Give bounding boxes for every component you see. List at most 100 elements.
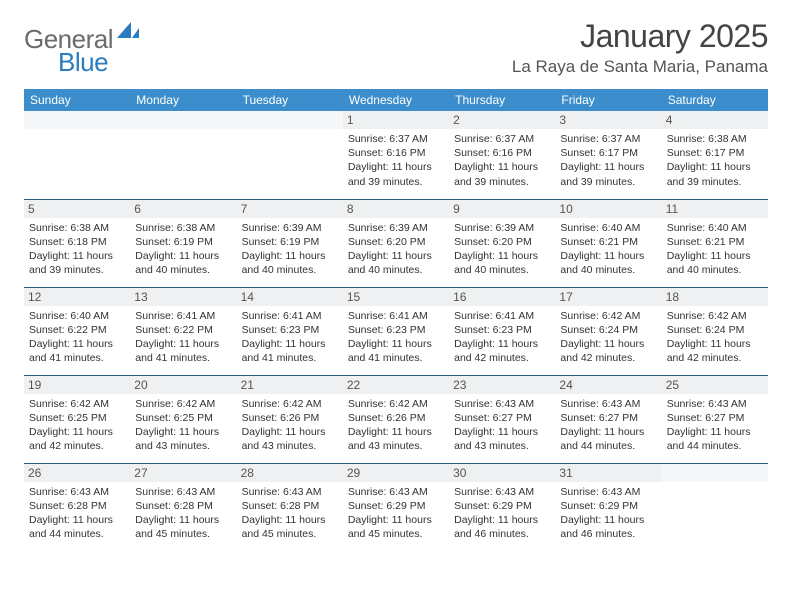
day-detail: Sunrise: 6:38 AMSunset: 6:18 PMDaylight:… (29, 221, 125, 278)
daylight-text: Daylight: 11 hours and 40 minutes. (348, 249, 444, 277)
sunrise-text: Sunrise: 6:42 AM (560, 309, 656, 323)
sunrise-text: Sunrise: 6:38 AM (667, 132, 763, 146)
sunrise-text: Sunrise: 6:43 AM (135, 485, 231, 499)
day-detail: Sunrise: 6:38 AMSunset: 6:19 PMDaylight:… (135, 221, 231, 278)
sunset-text: Sunset: 6:21 PM (667, 235, 763, 249)
day-number: 11 (662, 200, 768, 218)
sunset-text: Sunset: 6:23 PM (348, 323, 444, 337)
day-detail: Sunrise: 6:43 AMSunset: 6:29 PMDaylight:… (454, 485, 550, 542)
daylight-text: Daylight: 11 hours and 40 minutes. (135, 249, 231, 277)
calendar-day-cell: 4Sunrise: 6:38 AMSunset: 6:17 PMDaylight… (662, 111, 768, 199)
day-detail: Sunrise: 6:42 AMSunset: 6:25 PMDaylight:… (135, 397, 231, 454)
daylight-text: Daylight: 11 hours and 39 minutes. (560, 160, 656, 188)
day-number: 4 (662, 111, 768, 129)
sunset-text: Sunset: 6:29 PM (348, 499, 444, 513)
day-detail: Sunrise: 6:43 AMSunset: 6:28 PMDaylight:… (29, 485, 125, 542)
calendar-week-row: 12Sunrise: 6:40 AMSunset: 6:22 PMDayligh… (24, 287, 768, 375)
day-detail: Sunrise: 6:37 AMSunset: 6:17 PMDaylight:… (560, 132, 656, 189)
day-detail: Sunrise: 6:40 AMSunset: 6:21 PMDaylight:… (667, 221, 763, 278)
sunrise-text: Sunrise: 6:42 AM (667, 309, 763, 323)
sunset-text: Sunset: 6:24 PM (667, 323, 763, 337)
sunrise-text: Sunrise: 6:42 AM (135, 397, 231, 411)
weekday-header: Friday (555, 89, 661, 111)
calendar-day-cell: 30Sunrise: 6:43 AMSunset: 6:29 PMDayligh… (449, 463, 555, 551)
calendar-day-cell (24, 111, 130, 199)
day-number (237, 111, 343, 129)
calendar-day-cell: 14Sunrise: 6:41 AMSunset: 6:23 PMDayligh… (237, 287, 343, 375)
calendar-day-cell (662, 463, 768, 551)
daylight-text: Daylight: 11 hours and 42 minutes. (29, 425, 125, 453)
sunrise-text: Sunrise: 6:41 AM (242, 309, 338, 323)
calendar-day-cell: 18Sunrise: 6:42 AMSunset: 6:24 PMDayligh… (662, 287, 768, 375)
sunrise-text: Sunrise: 6:42 AM (242, 397, 338, 411)
sunset-text: Sunset: 6:16 PM (454, 146, 550, 160)
calendar-day-cell: 6Sunrise: 6:38 AMSunset: 6:19 PMDaylight… (130, 199, 236, 287)
calendar-week-row: 5Sunrise: 6:38 AMSunset: 6:18 PMDaylight… (24, 199, 768, 287)
daylight-text: Daylight: 11 hours and 43 minutes. (454, 425, 550, 453)
day-number: 31 (555, 464, 661, 482)
calendar-day-cell: 9Sunrise: 6:39 AMSunset: 6:20 PMDaylight… (449, 199, 555, 287)
day-number: 9 (449, 200, 555, 218)
calendar-day-cell: 5Sunrise: 6:38 AMSunset: 6:18 PMDaylight… (24, 199, 130, 287)
day-number: 26 (24, 464, 130, 482)
calendar-week-row: 26Sunrise: 6:43 AMSunset: 6:28 PMDayligh… (24, 463, 768, 551)
sunset-text: Sunset: 6:28 PM (242, 499, 338, 513)
sunrise-text: Sunrise: 6:39 AM (242, 221, 338, 235)
sunset-text: Sunset: 6:21 PM (560, 235, 656, 249)
day-number: 27 (130, 464, 236, 482)
calendar-day-cell (237, 111, 343, 199)
day-number: 2 (449, 111, 555, 129)
daylight-text: Daylight: 11 hours and 41 minutes. (348, 337, 444, 365)
sunset-text: Sunset: 6:20 PM (454, 235, 550, 249)
sunset-text: Sunset: 6:19 PM (135, 235, 231, 249)
weekday-header: Sunday (24, 89, 130, 111)
calendar-day-cell: 27Sunrise: 6:43 AMSunset: 6:28 PMDayligh… (130, 463, 236, 551)
logo-sail-icon (117, 20, 139, 45)
sunrise-text: Sunrise: 6:40 AM (667, 221, 763, 235)
day-number: 23 (449, 376, 555, 394)
sunset-text: Sunset: 6:17 PM (560, 146, 656, 160)
calendar-day-cell: 23Sunrise: 6:43 AMSunset: 6:27 PMDayligh… (449, 375, 555, 463)
day-detail: Sunrise: 6:39 AMSunset: 6:19 PMDaylight:… (242, 221, 338, 278)
logo-text-blue: Blue (58, 47, 108, 77)
sunrise-text: Sunrise: 6:43 AM (454, 485, 550, 499)
sunset-text: Sunset: 6:18 PM (29, 235, 125, 249)
weekday-header: Wednesday (343, 89, 449, 111)
sunset-text: Sunset: 6:27 PM (560, 411, 656, 425)
sunrise-text: Sunrise: 6:40 AM (29, 309, 125, 323)
calendar-day-cell (130, 111, 236, 199)
day-detail: Sunrise: 6:43 AMSunset: 6:27 PMDaylight:… (667, 397, 763, 454)
calendar-day-cell: 8Sunrise: 6:39 AMSunset: 6:20 PMDaylight… (343, 199, 449, 287)
daylight-text: Daylight: 11 hours and 39 minutes. (29, 249, 125, 277)
daylight-text: Daylight: 11 hours and 40 minutes. (454, 249, 550, 277)
daylight-text: Daylight: 11 hours and 41 minutes. (135, 337, 231, 365)
calendar-day-cell: 12Sunrise: 6:40 AMSunset: 6:22 PMDayligh… (24, 287, 130, 375)
daylight-text: Daylight: 11 hours and 43 minutes. (135, 425, 231, 453)
sunrise-text: Sunrise: 6:43 AM (560, 397, 656, 411)
day-number: 10 (555, 200, 661, 218)
day-number: 8 (343, 200, 449, 218)
calendar-week-row: 1Sunrise: 6:37 AMSunset: 6:16 PMDaylight… (24, 111, 768, 199)
day-detail: Sunrise: 6:41 AMSunset: 6:23 PMDaylight:… (454, 309, 550, 366)
calendar-day-cell: 3Sunrise: 6:37 AMSunset: 6:17 PMDaylight… (555, 111, 661, 199)
day-number: 12 (24, 288, 130, 306)
daylight-text: Daylight: 11 hours and 44 minutes. (29, 513, 125, 541)
sunset-text: Sunset: 6:29 PM (560, 499, 656, 513)
calendar-day-cell: 13Sunrise: 6:41 AMSunset: 6:22 PMDayligh… (130, 287, 236, 375)
sunset-text: Sunset: 6:25 PM (135, 411, 231, 425)
day-detail: Sunrise: 6:43 AMSunset: 6:29 PMDaylight:… (348, 485, 444, 542)
sunset-text: Sunset: 6:26 PM (242, 411, 338, 425)
daylight-text: Daylight: 11 hours and 39 minutes. (454, 160, 550, 188)
calendar-day-cell: 24Sunrise: 6:43 AMSunset: 6:27 PMDayligh… (555, 375, 661, 463)
sunrise-text: Sunrise: 6:39 AM (348, 221, 444, 235)
calendar-day-cell: 2 Sunrise: 6:37 AMSunset: 6:16 PMDaylight… (449, 111, 555, 199)
weekday-header: Saturday (662, 89, 768, 111)
page-header: General January 2025 La Raya de Santa Ma… (24, 18, 768, 77)
day-number: 19 (24, 376, 130, 394)
sunrise-text: Sunrise: 6:41 AM (135, 309, 231, 323)
daylight-text: Daylight: 11 hours and 41 minutes. (29, 337, 125, 365)
sunrise-text: Sunrise: 6:43 AM (667, 397, 763, 411)
day-detail: Sunrise: 6:37 AMSunset: 6:16 PMDaylight:… (454, 132, 550, 189)
calendar-week-row: 19Sunrise: 6:42 AMSunset: 6:25 PMDayligh… (24, 375, 768, 463)
daylight-text: Daylight: 11 hours and 46 minutes. (560, 513, 656, 541)
